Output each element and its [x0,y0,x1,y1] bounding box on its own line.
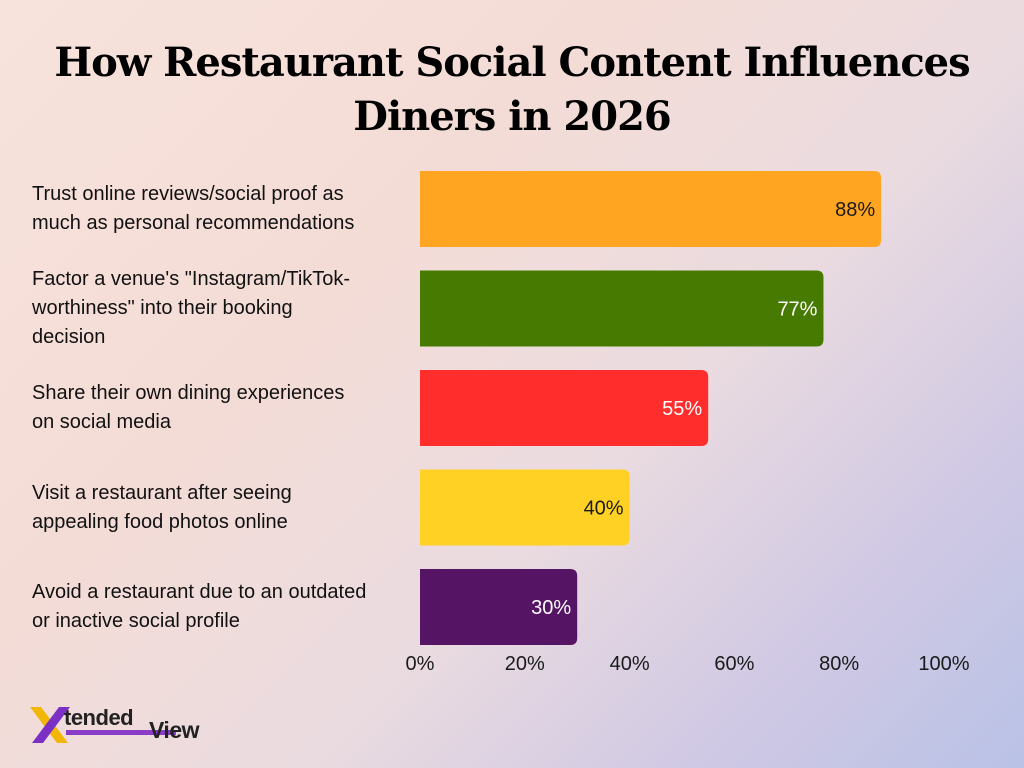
category-label-line: much as personal recommendations [32,212,355,234]
bars-group [420,171,882,645]
category-label-3: Share their own dining experiences on soc… [32,379,412,437]
logo-text-tended: tended [64,705,134,730]
x-tick-label: 60% [714,653,754,675]
bar-value-label-5: 30% [531,597,571,619]
bar-value-label-4: 40% [584,498,624,520]
bar-value-label-3: 55% [662,398,702,420]
x-tick-label: 40% [610,653,650,675]
chart-title: How Restaurant Social Content Influences… [0,36,1024,144]
category-label-1: Trust online reviews/social proof as much… [32,180,412,238]
bar-chart: 88% 77% 55% 40% 30% 0% 20% 40% 60% 80% 100% [406,171,970,675]
x-tick-label: 80% [819,653,859,675]
category-label-line: on social media [32,411,171,433]
category-label-5: Avoid a restaurant due to an outdated or … [32,578,412,636]
category-label-line: Factor a venue's "Instagram/TikTok- [32,268,351,290]
x-tick-label: 0% [406,653,435,675]
logo-x-mark-icon [30,707,70,743]
bar-value-label-1: 88% [835,199,875,221]
bar-4 [420,469,630,546]
bar-value-label-2: 77% [777,299,817,321]
x-tick-label: 100% [918,653,969,675]
category-label-line: Share their own dining experiences [32,382,345,404]
category-label-2: Factor a venue's "Instagram/TikTok-worth… [32,265,412,352]
category-label-line: worthiness" into their booking [32,297,293,319]
category-label-line: appealing food photos online [32,510,288,533]
category-label-4: Visit a restaurant after seeing appealing… [32,479,412,537]
category-label-line: Trust online reviews/social proof as [32,183,344,205]
xtendedview-logo: tended View [28,703,228,747]
logo-underline [66,730,176,735]
chart-title-line-2: Diners in 2026 [353,93,671,140]
x-tick-label: 20% [505,653,545,675]
bar-5 [420,569,578,645]
bar-2 [420,270,824,347]
category-label-line: decision [32,326,106,348]
bar-3 [420,370,709,446]
category-label-line: Visit a restaurant after seeing [32,481,292,504]
logo-text-view: View [149,717,200,743]
bar-1 [420,171,882,247]
chart-title-line-1: How Restaurant Social Content Influences [54,39,970,86]
category-label-line: or inactive social profile [32,610,240,632]
value-labels-group: 88% 77% 55% 40% 30% [531,199,875,619]
category-label-line: Avoid a restaurant due to an outdated [32,581,367,603]
x-axis-ticks: 0% 20% 40% 60% 80% 100% [406,653,970,675]
